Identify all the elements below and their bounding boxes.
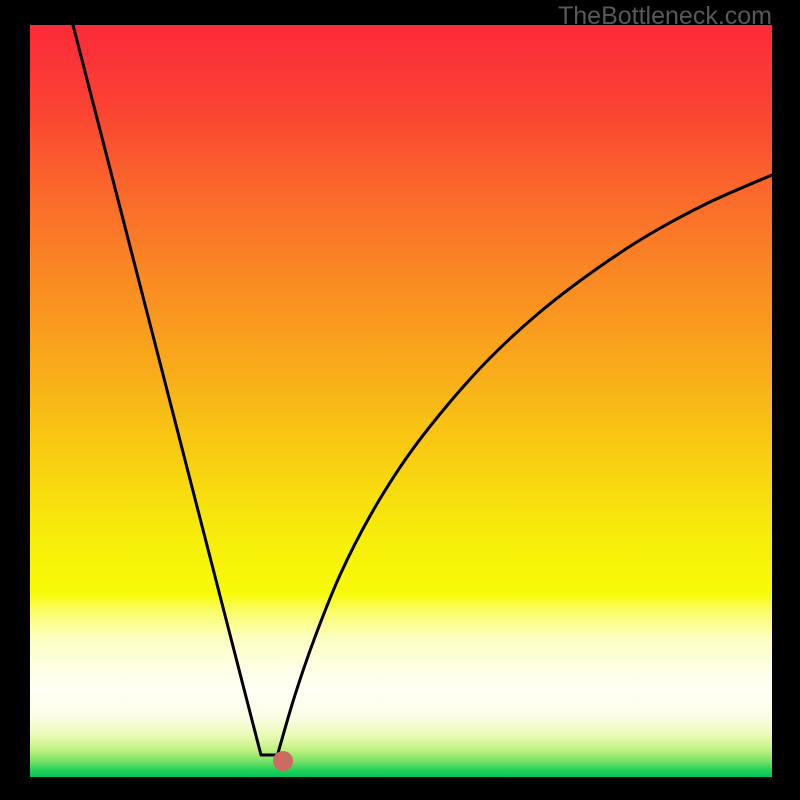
plot-area [30, 25, 772, 777]
watermark: TheBottleneck.com [558, 2, 772, 31]
frame: TheBottleneck.com [0, 0, 800, 800]
marker-dot [273, 751, 293, 771]
chart-svg [0, 0, 800, 800]
